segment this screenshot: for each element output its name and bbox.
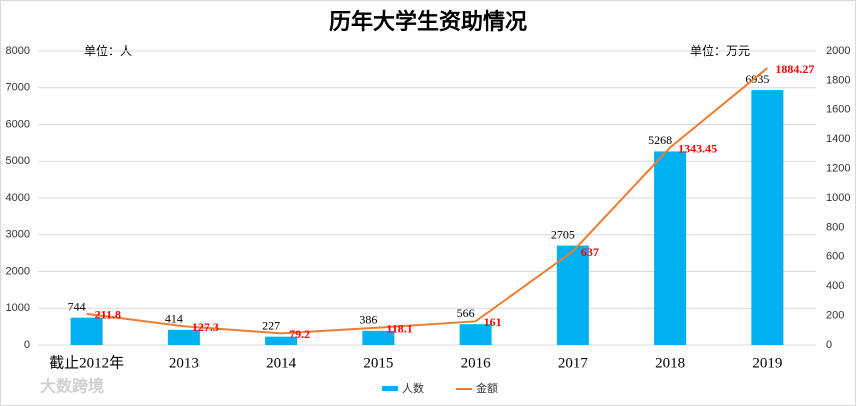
x-tick-label: 2015 bbox=[363, 355, 393, 371]
bar bbox=[459, 324, 492, 345]
y-tick-label: 6000 bbox=[6, 118, 30, 130]
bar bbox=[654, 151, 687, 345]
y2-tick-label: 1200 bbox=[826, 163, 850, 175]
y-tick-label: 3000 bbox=[6, 229, 30, 241]
x-tick-label: 2018 bbox=[655, 355, 685, 371]
legend-swatch bbox=[382, 386, 398, 391]
bar-label: 566 bbox=[457, 306, 475, 320]
bar-label: 414 bbox=[165, 312, 183, 326]
y2-tick-label: 1000 bbox=[826, 192, 850, 204]
unit-left: 单位：人 bbox=[84, 43, 132, 58]
bar bbox=[167, 329, 200, 345]
line-label: 211.8 bbox=[95, 308, 121, 322]
y-tick-label: 0 bbox=[24, 339, 30, 351]
y2-tick-label: 1400 bbox=[826, 133, 850, 145]
bar bbox=[265, 336, 298, 345]
bar bbox=[556, 245, 589, 345]
bar-label: 386 bbox=[359, 313, 377, 327]
line-label: 161 bbox=[484, 315, 502, 329]
y2-tick-label: 800 bbox=[826, 221, 844, 233]
line-label: 1343.45 bbox=[678, 141, 717, 155]
y-tick-label: 8000 bbox=[6, 45, 30, 57]
watermark: 大数跨境 bbox=[40, 377, 104, 396]
line-label: 79.2 bbox=[289, 327, 310, 341]
x-tick-label: 2019 bbox=[752, 355, 782, 371]
line-label: 1884.27 bbox=[775, 62, 814, 76]
legend-label: 人数 bbox=[402, 382, 424, 395]
y-tick-label: 1000 bbox=[6, 302, 30, 314]
bar bbox=[362, 330, 395, 345]
y-tick-label: 4000 bbox=[6, 192, 30, 204]
x-tick-label: 2016 bbox=[461, 355, 492, 371]
y-tick-label: 7000 bbox=[6, 82, 30, 94]
x-tick-label: 截止2012年 bbox=[49, 354, 124, 371]
bar-label: 227 bbox=[262, 318, 280, 332]
y2-tick-label: 1600 bbox=[826, 104, 850, 116]
bar-label: 744 bbox=[68, 299, 86, 313]
x-tick-label: 2014 bbox=[266, 355, 297, 371]
bar bbox=[751, 90, 784, 345]
line bbox=[86, 67, 769, 335]
bar bbox=[70, 317, 103, 345]
line-label: 118.1 bbox=[386, 321, 412, 335]
bar-label: 5268 bbox=[648, 133, 672, 147]
y2-tick-label: 600 bbox=[826, 251, 844, 263]
y2-tick-label: 1800 bbox=[826, 74, 850, 86]
y2-tick-label: 0 bbox=[826, 339, 832, 351]
bar-label: 6935 bbox=[745, 72, 769, 86]
unit-right: 单位：万元 bbox=[690, 43, 750, 58]
y-tick-label: 2000 bbox=[6, 265, 30, 277]
line-label: 637 bbox=[581, 245, 599, 259]
legend-label: 金额 bbox=[476, 381, 498, 395]
bar-label: 2705 bbox=[551, 227, 575, 241]
x-tick-label: 2013 bbox=[169, 355, 199, 371]
y2-tick-label: 2000 bbox=[826, 45, 850, 57]
line-label: 127.3 bbox=[192, 320, 219, 334]
y2-tick-label: 200 bbox=[826, 310, 844, 322]
chart-title: 历年大学生资助情况 bbox=[329, 9, 527, 34]
y2-tick-label: 400 bbox=[826, 280, 844, 292]
x-tick-label: 2017 bbox=[558, 355, 589, 371]
y-tick-label: 5000 bbox=[6, 155, 30, 167]
